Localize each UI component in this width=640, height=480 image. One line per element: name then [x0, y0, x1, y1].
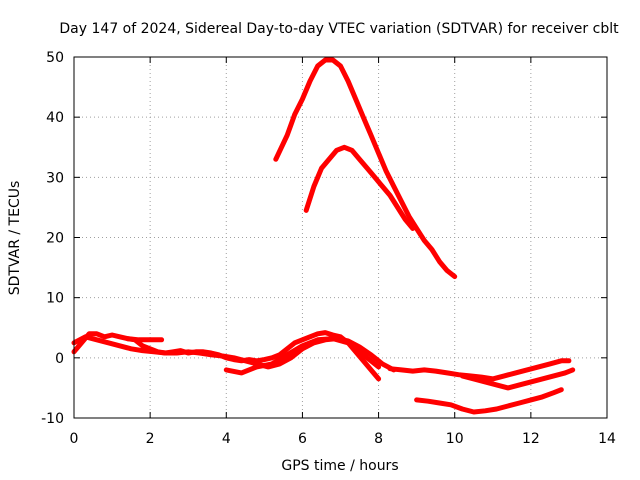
y-tick-label: 10 [46, 291, 64, 307]
plot-frame [73, 56, 608, 419]
chart-title: Day 147 of 2024, Sidereal Day-to-day VTE… [59, 21, 619, 37]
y-tick-label: 20 [46, 231, 64, 247]
y-axis-title: SDTVAR / TECUs [7, 181, 23, 296]
y-tick-label: 40 [46, 110, 64, 126]
x-tick-label: 14 [598, 431, 616, 447]
y-tick-label: 30 [46, 170, 64, 186]
x-axis-title: GPS time / hours [281, 458, 398, 474]
x-tick-label: 6 [298, 431, 307, 447]
y-tick-label: -10 [41, 411, 64, 427]
series-arc-3 [223, 336, 382, 376]
grid-lines [74, 57, 607, 418]
series-arc-5 [273, 57, 458, 280]
x-tick-label: 0 [70, 431, 79, 447]
x-tick-label: 4 [222, 431, 231, 447]
series-arc-9 [414, 387, 564, 415]
y-tick-label: 0 [55, 351, 64, 367]
series-arc-8 [459, 367, 576, 391]
series-arc-6 [303, 144, 416, 231]
series-group [71, 57, 576, 415]
x-tick-label: 2 [146, 431, 155, 447]
y-tick-label: 50 [46, 50, 64, 66]
x-tick-label: 10 [446, 431, 464, 447]
x-tick-label: 8 [374, 431, 383, 447]
series-arc-7 [387, 358, 572, 382]
x-tick-labels: 0 2 4 6 8 10 12 14 [70, 431, 616, 447]
x-tick-label: 12 [522, 431, 540, 447]
y-tick-labels: -10 0 10 20 30 40 50 [41, 50, 64, 427]
series-arc-4 [124, 336, 165, 343]
axis-ticks [73, 56, 608, 419]
